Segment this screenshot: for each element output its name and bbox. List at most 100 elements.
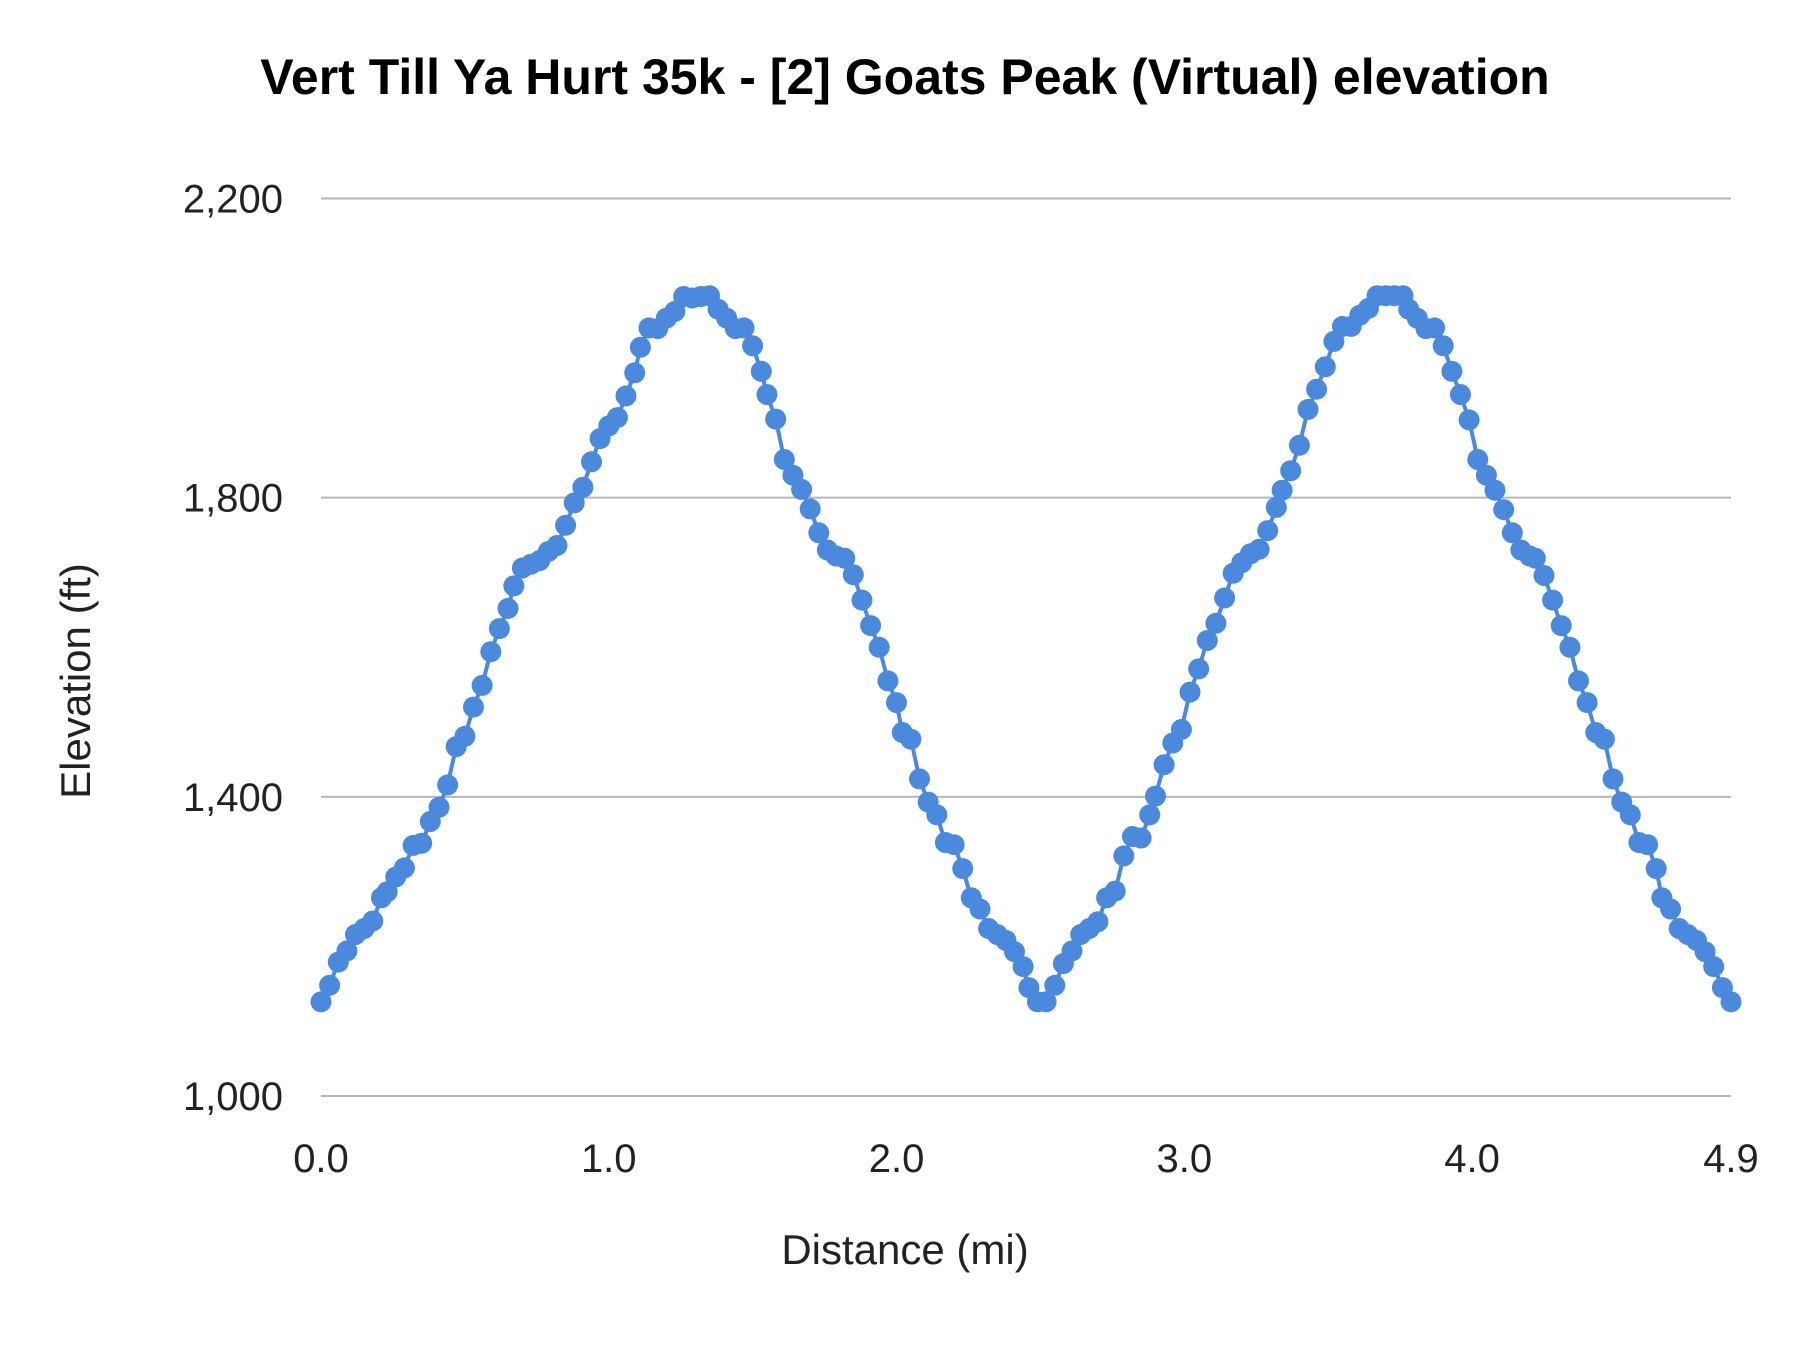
data-point (765, 408, 787, 430)
data-point (411, 832, 433, 854)
x-tick-label: 1.0 (581, 1137, 637, 1181)
y-tick-label: 1,000 (183, 1075, 283, 1119)
data-point (1559, 636, 1581, 658)
data-point (480, 641, 502, 663)
data-point (1170, 719, 1192, 740)
data-point (750, 360, 772, 382)
data-point (1660, 898, 1682, 920)
data-point (572, 476, 594, 498)
data-point (1493, 499, 1515, 521)
x-tick-label: 3.0 (1156, 1137, 1212, 1181)
data-point (488, 618, 510, 640)
data-point (773, 449, 795, 470)
data-point (1271, 479, 1293, 501)
data-point (1288, 434, 1310, 456)
data-point (1104, 880, 1126, 902)
data-point (1087, 911, 1109, 933)
data-point (1568, 670, 1589, 692)
x-tick-label: 4.9 (1703, 1137, 1759, 1181)
data-point (742, 335, 764, 357)
x-axis-ticks: 0.0 1.0 2.0 3.0 4.0 4.9 (293, 1137, 1759, 1181)
data-point (842, 564, 864, 586)
data-point (1145, 785, 1166, 807)
data-point (497, 597, 519, 619)
data-point (555, 514, 577, 536)
data-point (1484, 479, 1506, 501)
x-tick-label: 2.0 (869, 1137, 925, 1181)
data-point (1467, 449, 1489, 470)
y-axis-title: Elevation (ft) (52, 563, 99, 799)
data-point (615, 385, 637, 407)
data-point (546, 535, 568, 556)
data-point (336, 940, 358, 962)
data-point (969, 898, 991, 920)
y-tick-label: 1,400 (183, 776, 283, 820)
data-point (1441, 360, 1463, 382)
data-point (624, 362, 646, 384)
elevation-markers (310, 285, 1742, 1013)
data-point (1130, 827, 1152, 849)
x-tick-label: 0.0 (293, 1137, 349, 1181)
data-point (606, 407, 628, 429)
data-point (503, 575, 525, 597)
data-point (1297, 398, 1319, 420)
data-point (851, 589, 873, 611)
data-point (1602, 768, 1624, 790)
data-point (310, 991, 332, 1013)
data-point (581, 451, 602, 473)
y-axis-ticks: 1,000 1,400 1,800 2,200 (183, 178, 283, 1120)
data-point (909, 768, 930, 790)
data-point (1248, 538, 1270, 560)
y-tick-label: 2,200 (183, 178, 283, 222)
data-point (943, 834, 965, 856)
data-point (756, 384, 778, 405)
data-point (454, 725, 476, 747)
data-point (1314, 356, 1336, 378)
data-point (1458, 409, 1480, 431)
data-point (1205, 612, 1227, 634)
data-point (834, 547, 856, 569)
data-point (733, 317, 755, 339)
data-point (1450, 384, 1471, 405)
data-point (393, 857, 415, 879)
data-point (428, 796, 450, 818)
data-point (1533, 565, 1555, 586)
data-point (1179, 681, 1201, 703)
data-point (799, 498, 821, 520)
data-point (471, 674, 493, 696)
data-point (1265, 496, 1287, 518)
data-point (1188, 658, 1210, 680)
x-tick-label: 4.0 (1444, 1137, 1500, 1181)
data-point (1432, 335, 1454, 357)
data-point (952, 858, 974, 880)
data-point (900, 728, 922, 750)
data-point (463, 696, 484, 718)
data-point (1257, 520, 1279, 542)
data-point (791, 478, 813, 500)
data-point (808, 522, 830, 544)
data-point (1637, 834, 1659, 856)
data-point (1542, 589, 1564, 611)
data-point (1044, 974, 1066, 996)
x-axis-title: Distance (mi) (781, 1226, 1028, 1273)
data-point (1720, 991, 1742, 1013)
data-point (1524, 547, 1546, 569)
data-point (1012, 956, 1034, 978)
data-point (1576, 692, 1598, 714)
data-point (1619, 804, 1641, 826)
data-point (1196, 630, 1218, 651)
data-point (886, 692, 907, 714)
data-point (319, 974, 341, 996)
data-point (1035, 991, 1057, 1013)
chart-title: Vert Till Ya Hurt 35k - [2] Goats Peak (… (260, 49, 1549, 105)
data-point (629, 336, 651, 358)
data-point (1306, 378, 1328, 400)
data-point (1214, 587, 1236, 609)
data-point (926, 804, 948, 826)
y-tick-label: 1,800 (183, 477, 283, 521)
data-point (1153, 754, 1175, 776)
data-point (1645, 858, 1667, 880)
data-point (1139, 804, 1161, 826)
